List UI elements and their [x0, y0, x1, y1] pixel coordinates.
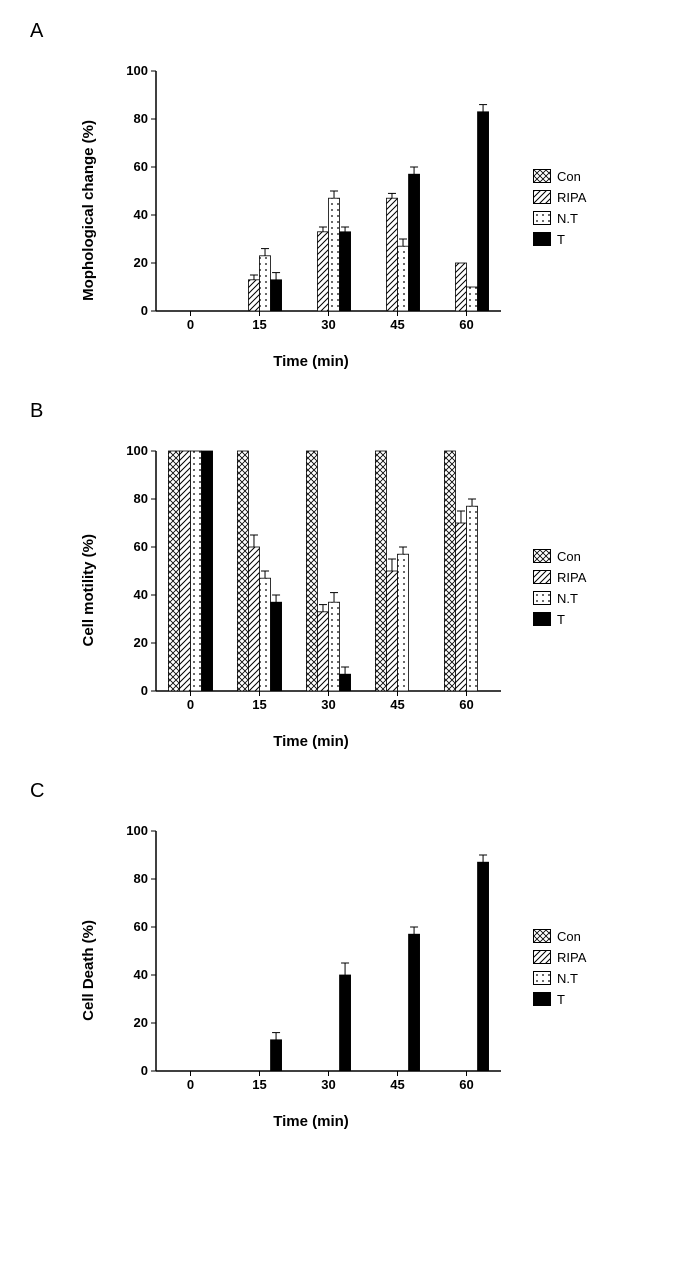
- svg-text:60: 60: [459, 317, 473, 332]
- legend-label: T: [557, 612, 565, 627]
- legend-item-con: Con: [533, 169, 586, 184]
- svg-text:100: 100: [126, 823, 148, 838]
- chart-b-xlabel: Time (min): [101, 733, 521, 750]
- legend-item-ripa: RIPA: [533, 190, 586, 205]
- svg-text:40: 40: [134, 207, 148, 222]
- chart-c-wrap: Cell Death (%) 0 20 40 60 80 100 0 15 30 45 60 Tim…: [80, 811, 671, 1130]
- legend-label: T: [557, 992, 565, 1007]
- svg-text:0: 0: [141, 303, 148, 318]
- svg-text:45: 45: [390, 697, 404, 712]
- svg-text:30: 30: [321, 697, 335, 712]
- panel-c: C Cell Death (%) 0 20 40 60 80 100 0 15 30 45 60 T…: [20, 780, 671, 1130]
- legend-label: T: [557, 232, 565, 247]
- legend-swatch-ripa: [533, 950, 551, 964]
- svg-text:40: 40: [134, 587, 148, 602]
- chart-c-svg: 0 20 40 60 80 100 0 15 30 45 60: [101, 811, 521, 1111]
- legend-label: N.T: [557, 591, 578, 606]
- svg-text:15: 15: [252, 1077, 266, 1092]
- legend-label: Con: [557, 169, 581, 184]
- legend-label: Con: [557, 549, 581, 564]
- legend-swatch-n-t: [533, 211, 551, 225]
- chart-b-ylabel: Cell motility (%): [80, 534, 97, 647]
- legend-b: Con RIPA N.T T: [533, 549, 586, 633]
- svg-text:30: 30: [321, 1077, 335, 1092]
- svg-text:0: 0: [141, 683, 148, 698]
- chart-a-wrap: Mophological change (%) 0 20 40 60 80 100 0 15 3…: [80, 51, 671, 370]
- legend-item-con: Con: [533, 929, 586, 944]
- svg-text:45: 45: [390, 317, 404, 332]
- legend-a: Con RIPA N.T T: [533, 169, 586, 253]
- legend-item-t: T: [533, 992, 586, 1007]
- svg-text:20: 20: [134, 635, 148, 650]
- legend-item-t: T: [533, 612, 586, 627]
- svg-text:80: 80: [134, 111, 148, 126]
- svg-text:60: 60: [459, 1077, 473, 1092]
- legend-c: Con RIPA N.T T: [533, 929, 586, 1013]
- svg-text:80: 80: [134, 871, 148, 886]
- svg-text:60: 60: [134, 919, 148, 934]
- svg-text:40: 40: [134, 967, 148, 982]
- legend-label: RIPA: [557, 190, 586, 205]
- chart-a-svg: 0 20 40 60 80 100 0 15 30 45 60: [101, 51, 521, 351]
- svg-text:0: 0: [141, 1063, 148, 1078]
- chart-b-area: 0 20 40 60 80 100 0 15 30 45 60 Time (min): [101, 431, 521, 750]
- legend-label: Con: [557, 929, 581, 944]
- svg-text:15: 15: [252, 697, 266, 712]
- chart-c-xlabel: Time (min): [101, 1113, 521, 1130]
- legend-swatch-con: [533, 169, 551, 183]
- panel-a: A Mophological change (%) 0 20 40 60 80 100 0 1…: [20, 20, 671, 370]
- legend-label: N.T: [557, 211, 578, 226]
- legend-label: RIPA: [557, 950, 586, 965]
- svg-text:0: 0: [187, 317, 194, 332]
- legend-item-n-t: N.T: [533, 211, 586, 226]
- legend-swatch-n-t: [533, 591, 551, 605]
- chart-a-area: 0 20 40 60 80 100 0 15 30 45 60 Time (min): [101, 51, 521, 370]
- svg-text:20: 20: [134, 1015, 148, 1030]
- svg-text:20: 20: [134, 255, 148, 270]
- panel-c-label: C: [30, 780, 671, 803]
- legend-swatch-t: [533, 232, 551, 246]
- chart-c-ylabel: Cell Death (%): [80, 920, 97, 1021]
- chart-b-wrap: Cell motility (%) 0 20 40 60 80 100 0 15 30 45 60 …: [80, 431, 671, 750]
- svg-text:60: 60: [134, 159, 148, 174]
- legend-label: RIPA: [557, 570, 586, 585]
- svg-text:30: 30: [321, 317, 335, 332]
- legend-swatch-t: [533, 612, 551, 626]
- chart-b-svg: 0 20 40 60 80 100 0 15 30 45 60: [101, 431, 521, 731]
- legend-swatch-con: [533, 929, 551, 943]
- svg-text:15: 15: [252, 317, 266, 332]
- svg-text:60: 60: [134, 539, 148, 554]
- panel-a-label: A: [30, 20, 671, 43]
- svg-text:0: 0: [187, 1077, 194, 1092]
- chart-c-area: 0 20 40 60 80 100 0 15 30 45 60 Time (min): [101, 811, 521, 1130]
- legend-swatch-ripa: [533, 190, 551, 204]
- legend-item-t: T: [533, 232, 586, 247]
- legend-swatch-ripa: [533, 570, 551, 584]
- panel-b-label: B: [30, 400, 671, 423]
- svg-text:60: 60: [459, 697, 473, 712]
- legend-item-n-t: N.T: [533, 591, 586, 606]
- legend-swatch-con: [533, 549, 551, 563]
- svg-text:45: 45: [390, 1077, 404, 1092]
- legend-item-con: Con: [533, 549, 586, 564]
- legend-swatch-n-t: [533, 971, 551, 985]
- legend-item-ripa: RIPA: [533, 570, 586, 585]
- svg-text:80: 80: [134, 491, 148, 506]
- chart-a-ylabel: Mophological change (%): [80, 120, 97, 301]
- chart-a-xlabel: Time (min): [101, 353, 521, 370]
- legend-swatch-t: [533, 992, 551, 1006]
- svg-text:100: 100: [126, 63, 148, 78]
- panel-b: B Cell motility (%) 0 20 40 60 80 100 0 15 30 45 6…: [20, 400, 671, 750]
- svg-text:100: 100: [126, 443, 148, 458]
- legend-label: N.T: [557, 971, 578, 986]
- legend-item-ripa: RIPA: [533, 950, 586, 965]
- svg-text:0: 0: [187, 697, 194, 712]
- legend-item-n-t: N.T: [533, 971, 586, 986]
